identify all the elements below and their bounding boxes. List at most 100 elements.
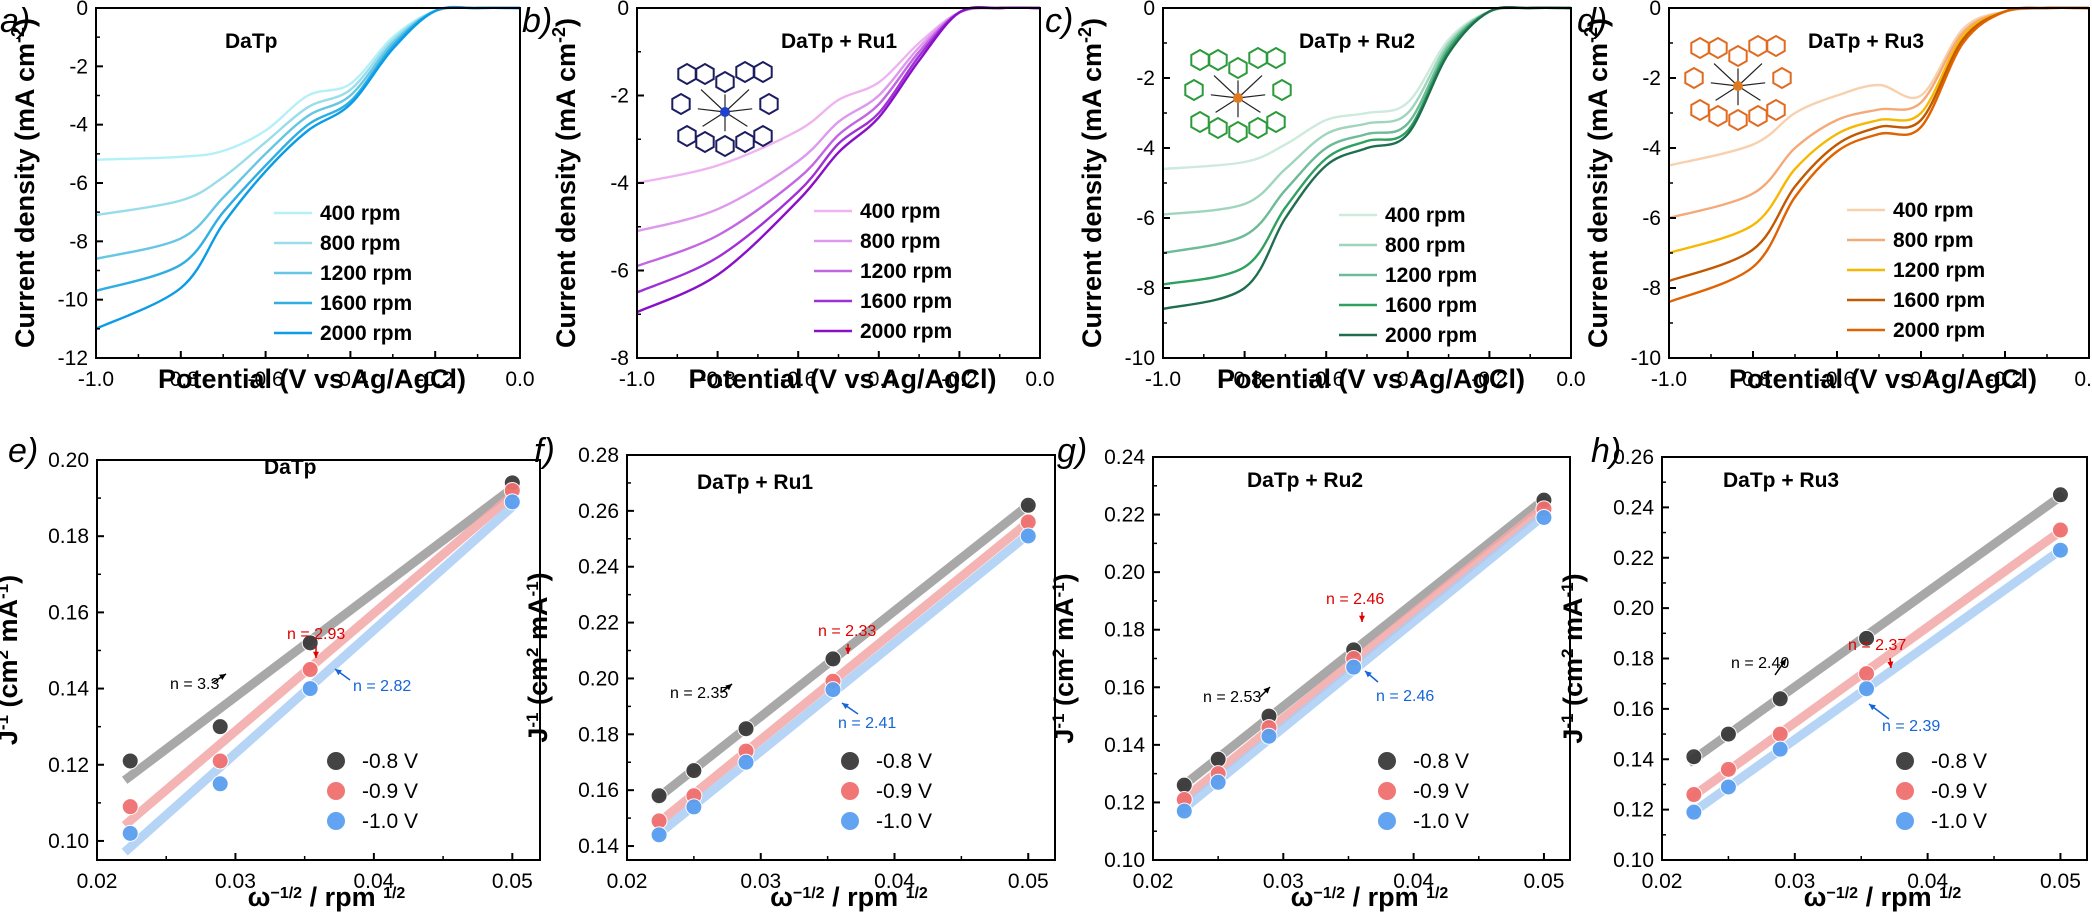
ru1-molecule-icon xyxy=(671,60,779,158)
fit-line-3 xyxy=(1685,544,2066,820)
data-point xyxy=(1771,725,1789,743)
molecule-ring xyxy=(1748,34,1768,58)
panel-letter: h) xyxy=(1591,432,1621,470)
legend-label: 800 rpm xyxy=(1893,229,1974,252)
data-point xyxy=(2051,486,2069,504)
x-tick-label: 0.05 xyxy=(1008,870,1049,893)
molecule-bond xyxy=(724,89,750,113)
legend-marker xyxy=(327,752,345,770)
x-tick-label: 0.05 xyxy=(492,870,533,893)
arrowhead-icon xyxy=(335,669,342,676)
legend-label: 1200 rpm xyxy=(1893,259,1985,282)
x-tick-label: -0.2 xyxy=(417,368,453,391)
x-tick-label: -0.2 xyxy=(1987,368,2023,391)
fit-line-2 xyxy=(1685,525,2066,803)
y-tick-label: 0.14 xyxy=(48,678,89,701)
y-tick-label: -10 xyxy=(58,289,88,312)
y-tick-label: -8 xyxy=(610,347,629,370)
legend-label: 2000 rpm xyxy=(860,320,952,343)
y-tick-label: -12 xyxy=(58,347,88,370)
y-tick-label: -10 xyxy=(1125,347,1155,370)
legend-label: 1600 rpm xyxy=(1385,294,1477,317)
x-tick-label: 0.0 xyxy=(1025,368,1054,391)
plot-frame xyxy=(1668,7,2090,359)
y-tick-label: 0.18 xyxy=(578,723,619,746)
panel-letter: d) xyxy=(1577,2,1607,40)
x-tick-label: -0.6 xyxy=(780,368,816,391)
y-tick-label: 0.24 xyxy=(1613,496,1654,519)
n-annotation-red: n = 2.46 xyxy=(1326,591,1384,608)
legend-label: 2000 rpm xyxy=(320,322,412,345)
legend-label: 800 rpm xyxy=(1385,234,1466,257)
y-tick-label: 0.20 xyxy=(48,449,89,472)
legend-label: 2000 rpm xyxy=(1385,324,1477,347)
legend-label: -1.0 V xyxy=(1413,810,1469,833)
x-tick-label: -1.0 xyxy=(619,368,655,391)
data-point xyxy=(211,718,229,736)
molecule-ring xyxy=(1728,44,1748,68)
y-tick-label: -4 xyxy=(1136,137,1155,160)
molecule-ring xyxy=(1728,108,1748,132)
arrowhead-icon xyxy=(1887,661,1894,668)
data-point xyxy=(1175,776,1193,794)
legend-label: 400 rpm xyxy=(1385,204,1466,227)
legend: -0.8 V -0.9 V -1.0 V xyxy=(327,750,418,833)
data-point xyxy=(1719,778,1737,796)
y-tick-label: 0.22 xyxy=(578,612,619,635)
y-tick-label: -2 xyxy=(1642,67,1661,90)
fit-line-1 xyxy=(1176,494,1550,793)
molecule-bond xyxy=(1213,75,1239,99)
panel-letter: e) xyxy=(8,432,38,470)
y-tick-label: -4 xyxy=(69,114,88,137)
x-tick-label: -0.6 xyxy=(248,368,284,391)
y-tick-label: 0.14 xyxy=(578,835,619,858)
molecule-ring xyxy=(1248,116,1268,140)
molecule-ring xyxy=(735,130,755,154)
data-point xyxy=(1260,727,1278,745)
molecule-ring xyxy=(1190,110,1210,134)
data-point xyxy=(737,753,755,771)
y-tick-label: -6 xyxy=(610,260,629,283)
molecule-ring xyxy=(671,92,691,116)
y-tick-label: 0.20 xyxy=(1613,597,1654,620)
x-axis-title: Potential (V vs Ag/AgCl) xyxy=(1729,364,2037,394)
x-tick-label: -0.6 xyxy=(1819,368,1855,391)
data-point xyxy=(1019,527,1037,545)
arrowhead-icon xyxy=(845,647,851,654)
lsv-curve-1 xyxy=(95,6,521,161)
fit-line-2 xyxy=(1176,501,1550,807)
x-tick-label: 0.0 xyxy=(2074,368,2092,391)
molecule-ring xyxy=(1184,78,1204,102)
legend-label: -1.0 V xyxy=(876,810,932,833)
y-tick-label: 0.22 xyxy=(1104,504,1145,527)
fit-line-1 xyxy=(650,499,1034,805)
y-tick-label: 0.18 xyxy=(48,525,89,548)
fit-line-3 xyxy=(650,528,1034,842)
x-tick-label: 0.03 xyxy=(740,870,781,893)
y-tick-label: 0.16 xyxy=(1104,676,1145,699)
x-tick-label: -1.0 xyxy=(1651,368,1687,391)
data-point xyxy=(824,681,842,699)
data-point xyxy=(301,634,319,652)
legend-marker xyxy=(841,812,859,830)
legend: 400 rpm 800 rpm 1200 rpm 1600 rpm 2000 rpm xyxy=(814,200,952,343)
panel-title: DaTp + Ru2 xyxy=(1247,469,1363,492)
y-tick-label: 0 xyxy=(617,0,629,20)
data-point xyxy=(1719,760,1737,778)
molecule-ring xyxy=(677,62,697,86)
y-tick-label: 0.26 xyxy=(578,500,619,523)
y-tick-label: 0 xyxy=(1649,0,1661,20)
y-tick-label: 0.26 xyxy=(1613,446,1654,469)
y-tick-label: -4 xyxy=(610,172,629,195)
kl-panel-2: 0.02 0.03 0.04 0.05 0.14 0.16 0.18 0.20 0.22 0.24… xyxy=(523,432,1056,912)
data-point xyxy=(121,752,139,770)
arrowhead-icon xyxy=(1869,704,1876,711)
molecule-ring xyxy=(753,124,773,148)
molecule-ring xyxy=(759,92,779,116)
y-tick-label: -8 xyxy=(1642,277,1661,300)
data-point xyxy=(503,493,521,511)
molecule-bond xyxy=(1713,63,1739,87)
x-tick-label: 0.02 xyxy=(607,870,648,893)
kl-panel-1: 0.02 0.03 0.04 0.05 0.10 0.12 0.14 0.16 0.18 0.20… xyxy=(0,432,541,912)
arrowhead-icon xyxy=(1263,687,1270,694)
